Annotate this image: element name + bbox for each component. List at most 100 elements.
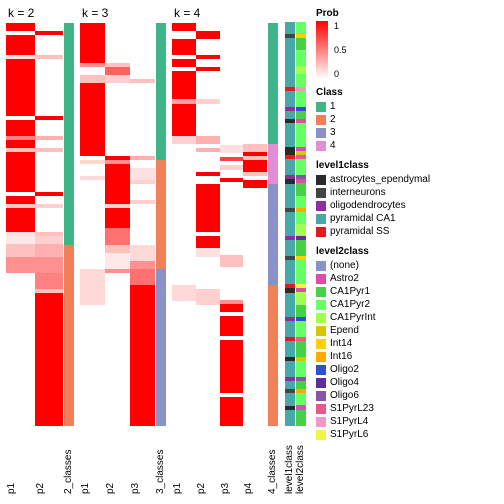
legend-label: Oligo6 xyxy=(330,390,359,401)
heatmap-segment xyxy=(172,301,196,426)
heatmap-segment xyxy=(130,261,155,269)
legend-swatch xyxy=(316,378,326,388)
heatmap-segment xyxy=(285,260,295,284)
x-label: p3 xyxy=(130,426,155,496)
legend-label: Epend xyxy=(330,325,359,336)
heatmap-segment xyxy=(130,160,155,168)
heatmap-segment xyxy=(172,136,196,144)
legend-swatch xyxy=(316,339,326,349)
legend-swatch xyxy=(316,352,326,362)
x-label: p2 xyxy=(35,426,64,496)
heatmap-segment xyxy=(35,140,64,148)
legend-label: astrocytes_ependymal xyxy=(330,174,430,185)
heatmap-segment xyxy=(296,159,306,175)
heatmap-segment xyxy=(220,397,244,425)
heatmap-segment xyxy=(196,59,220,67)
heatmap-segment xyxy=(296,381,306,389)
heat-column xyxy=(196,22,220,426)
heatmap-segment xyxy=(196,156,220,172)
legend-label: Oligo2 xyxy=(330,364,359,375)
heatmap-segment xyxy=(196,257,220,289)
heatmap-segment xyxy=(296,22,306,34)
legend-item: S1PyrL4 xyxy=(316,416,456,427)
heatmap-segment xyxy=(296,260,306,284)
panel-title: k = 3 xyxy=(80,6,166,22)
heat-column xyxy=(130,22,155,426)
x-label: p1 xyxy=(80,426,105,496)
heatmap-segment xyxy=(296,66,306,74)
legend-swatch xyxy=(316,227,326,237)
class-legend-title: Class xyxy=(316,87,456,98)
x-label: 2_classes xyxy=(63,426,74,496)
heatmap-segment xyxy=(296,240,306,256)
heatmap-segment xyxy=(196,39,220,55)
legend-item: 4 xyxy=(316,140,456,151)
annotation-column xyxy=(285,22,295,426)
heatmap-segment xyxy=(105,23,130,63)
heat-column xyxy=(172,22,196,426)
x-label: p2 xyxy=(196,426,220,496)
heatmap-segment xyxy=(6,35,35,55)
class-column xyxy=(268,22,278,426)
legend-swatch xyxy=(316,201,326,211)
heatmap-segment xyxy=(105,67,130,75)
heatmap-segment xyxy=(285,111,295,119)
legend-item: pyramidal CA1 xyxy=(316,213,456,224)
legend-swatch xyxy=(316,313,326,323)
legend-item: Astro2 xyxy=(316,273,456,284)
class-legend: Class 1234 xyxy=(316,87,456,152)
legend-item: Oligo4 xyxy=(316,377,456,388)
panel-k=4: k = 4p1p2p3p44_classes xyxy=(172,6,278,496)
legend-swatch xyxy=(316,261,326,271)
prob-legend: Prob 10.50 xyxy=(316,8,456,79)
heatmap-segment xyxy=(196,184,220,232)
heatmap-segment xyxy=(130,83,155,156)
heatmap-segment xyxy=(196,305,220,426)
legend-label: 3 xyxy=(330,127,336,138)
heatmap-segment xyxy=(285,147,295,155)
legend-label: S1PyrL6 xyxy=(330,429,368,440)
heatmap-segment xyxy=(130,285,155,426)
heatmap-segment xyxy=(6,208,35,232)
legend-item: 3 xyxy=(316,127,456,138)
heatmap-segment xyxy=(6,236,35,244)
x-label: level1class xyxy=(284,426,295,496)
prob-tick: 0 xyxy=(334,69,347,79)
heatmap-segment xyxy=(130,23,155,79)
heatmap-segment xyxy=(296,50,306,66)
heatmap-segment xyxy=(243,144,267,152)
heatmap-segment xyxy=(220,145,244,153)
heat-column xyxy=(6,22,35,426)
heatmap-segment xyxy=(220,170,244,178)
legend-swatch xyxy=(316,365,326,375)
heatmap-segment xyxy=(80,164,105,176)
heatmap-segment xyxy=(105,75,130,83)
legend-item: Epend xyxy=(316,325,456,336)
heatmap-segment xyxy=(6,244,35,256)
heat-column xyxy=(35,22,64,426)
legend-swatch xyxy=(316,128,326,138)
legend-label: Int14 xyxy=(330,338,352,349)
legend-swatch xyxy=(316,287,326,297)
panel-k=2: k = 2p1p22_classes xyxy=(6,6,74,496)
legend-label: Astro2 xyxy=(330,273,359,284)
heatmap-segment xyxy=(220,304,244,312)
heatmap-segment xyxy=(296,38,306,50)
heatmap-segment xyxy=(64,245,74,426)
x-label: p3 xyxy=(220,426,244,496)
heatmap-segment xyxy=(220,267,244,300)
heatmap-segment xyxy=(196,31,220,39)
legend-label: 1 xyxy=(330,101,336,112)
heatmap-segment xyxy=(296,321,306,337)
heat-column xyxy=(243,22,267,426)
heatmap-segment xyxy=(196,236,220,248)
legend-swatch xyxy=(316,404,326,414)
legend-swatch xyxy=(316,430,326,440)
legend-item: interneurons xyxy=(316,187,456,198)
heatmap-segment xyxy=(35,152,64,192)
legend-item: 1 xyxy=(316,101,456,112)
legend-swatch xyxy=(316,214,326,224)
heatmap-segment xyxy=(220,255,244,267)
heatmap-segment xyxy=(35,293,64,426)
annotation-column xyxy=(296,22,306,426)
